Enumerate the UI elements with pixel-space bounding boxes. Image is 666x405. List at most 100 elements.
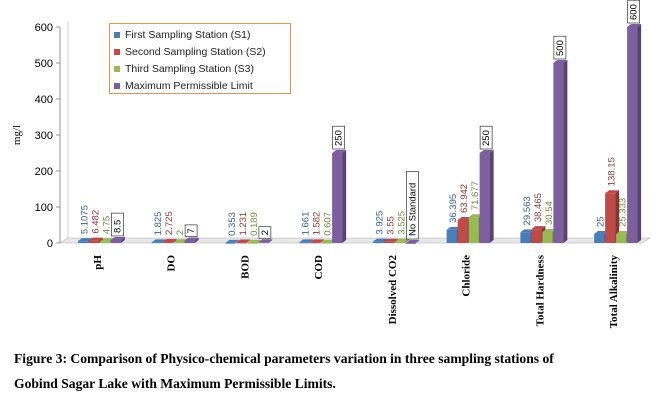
category-label: Chloride [461, 255, 473, 297]
bar-top [247, 239, 262, 243]
data-label: 250 [334, 130, 345, 146]
y-tick-label: 200 [35, 166, 53, 178]
y-tick-label: 100 [35, 202, 53, 214]
bar-side [320, 239, 325, 243]
axes: 0 100 200 300 400 500 600 [35, 22, 652, 250]
bar-top [553, 60, 568, 63]
data-label: No Standard [407, 183, 418, 236]
bar [310, 242, 321, 244]
category-label: Dissolved CO2 [387, 255, 399, 325]
bar [542, 232, 553, 243]
bar [383, 241, 394, 243]
y-tick-label: 300 [35, 130, 53, 142]
bar [616, 233, 627, 243]
data-label: 29.563 [522, 196, 533, 225]
category-label: Total Hardness [534, 254, 546, 326]
limit-label-box [111, 212, 124, 237]
category-label: BOD [239, 255, 251, 279]
data-label: 0.189 [249, 212, 260, 236]
data-label: 600 [629, 4, 640, 20]
bar [594, 234, 605, 243]
bar-top [151, 239, 166, 243]
bar-side [172, 239, 177, 243]
data-label: 3.55 [385, 216, 396, 235]
bar-side [235, 239, 240, 243]
bar-side [120, 236, 125, 243]
bar [247, 242, 258, 244]
bar-side [489, 150, 494, 243]
data-label: 7 [186, 228, 197, 233]
bar-top [88, 237, 103, 241]
data-label: 4.75 [101, 216, 112, 235]
limit-label-box [184, 224, 198, 237]
bar-top [627, 24, 642, 27]
limit-label-box [406, 171, 419, 240]
bar [531, 229, 542, 243]
category-labels: pH DO BOD COD Dissolved CO2 Chloride Total Har… [92, 254, 620, 328]
limit-label-box [258, 226, 272, 239]
bar [627, 27, 638, 243]
legend-item-s1: First Sampling Station (S1) [114, 26, 290, 43]
bar [332, 153, 343, 243]
legend-label: First Sampling Station (S1) [125, 28, 251, 41]
figure-caption: Figure 3: Comparison of Physico-chemical… [14, 346, 664, 396]
y-tick-label: 400 [35, 94, 53, 106]
legend-swatch [114, 65, 120, 72]
bar [605, 193, 616, 243]
category-label: DO [166, 255, 178, 272]
bar-top [236, 239, 251, 243]
bar-side [194, 237, 199, 243]
legend-swatch [114, 31, 120, 38]
bar [184, 240, 195, 243]
bar-top [332, 150, 347, 153]
bar-side [342, 150, 347, 243]
bar [553, 63, 564, 243]
bar-side [615, 190, 620, 243]
bar-top [405, 240, 420, 243]
bar [405, 243, 416, 244]
legend-swatch [114, 82, 120, 89]
data-label: 3.925 [374, 211, 385, 235]
bar-side [404, 238, 409, 243]
bar [520, 232, 531, 243]
bar-top [225, 239, 240, 243]
bar-chart: 0 100 200 300 400 500 600 5.1075 6.482 4.75 8.5 1.… [11, 0, 652, 328]
data-label: 25.333 [618, 198, 629, 227]
bar-top [184, 237, 199, 241]
bar [479, 153, 490, 243]
bar-side [563, 60, 568, 243]
y-tick-label: 0 [47, 238, 53, 250]
data-label: 2 [175, 230, 186, 235]
bar [446, 229, 457, 243]
bar-top [446, 226, 461, 230]
bar [457, 219, 468, 243]
y-axis-label: mg/l [11, 125, 23, 145]
bar-side [246, 239, 251, 243]
data-label: 2.725 [164, 211, 175, 235]
data-label: 1.231 [238, 212, 249, 236]
bar [225, 242, 236, 244]
bar-top [321, 239, 336, 243]
bar [99, 241, 110, 243]
limit-label-box [479, 125, 493, 150]
data-label: 8.5 [112, 220, 123, 233]
legend-item-s3: Third Sampling Station (S3) [114, 60, 290, 77]
data-label: 6.482 [90, 210, 101, 234]
category-label: pH [92, 255, 104, 270]
data-label: 0.353 [227, 212, 238, 236]
bar-side [257, 239, 262, 243]
y-tick-label: 600 [35, 22, 53, 34]
data-label: 5.1075 [79, 205, 90, 234]
bar [258, 242, 269, 244]
bars [77, 24, 642, 244]
legend-swatch [114, 48, 120, 55]
y-tick-label: 500 [35, 58, 53, 70]
legend-label: Maximum Permissible Limit [125, 79, 253, 92]
category-label: COD [313, 255, 325, 280]
data-label: 1.825 [153, 212, 164, 236]
bar-top [383, 238, 398, 242]
bar-top [299, 239, 314, 243]
data-label: 1.661 [301, 212, 312, 236]
bar-top [594, 231, 609, 234]
bar [372, 241, 383, 243]
